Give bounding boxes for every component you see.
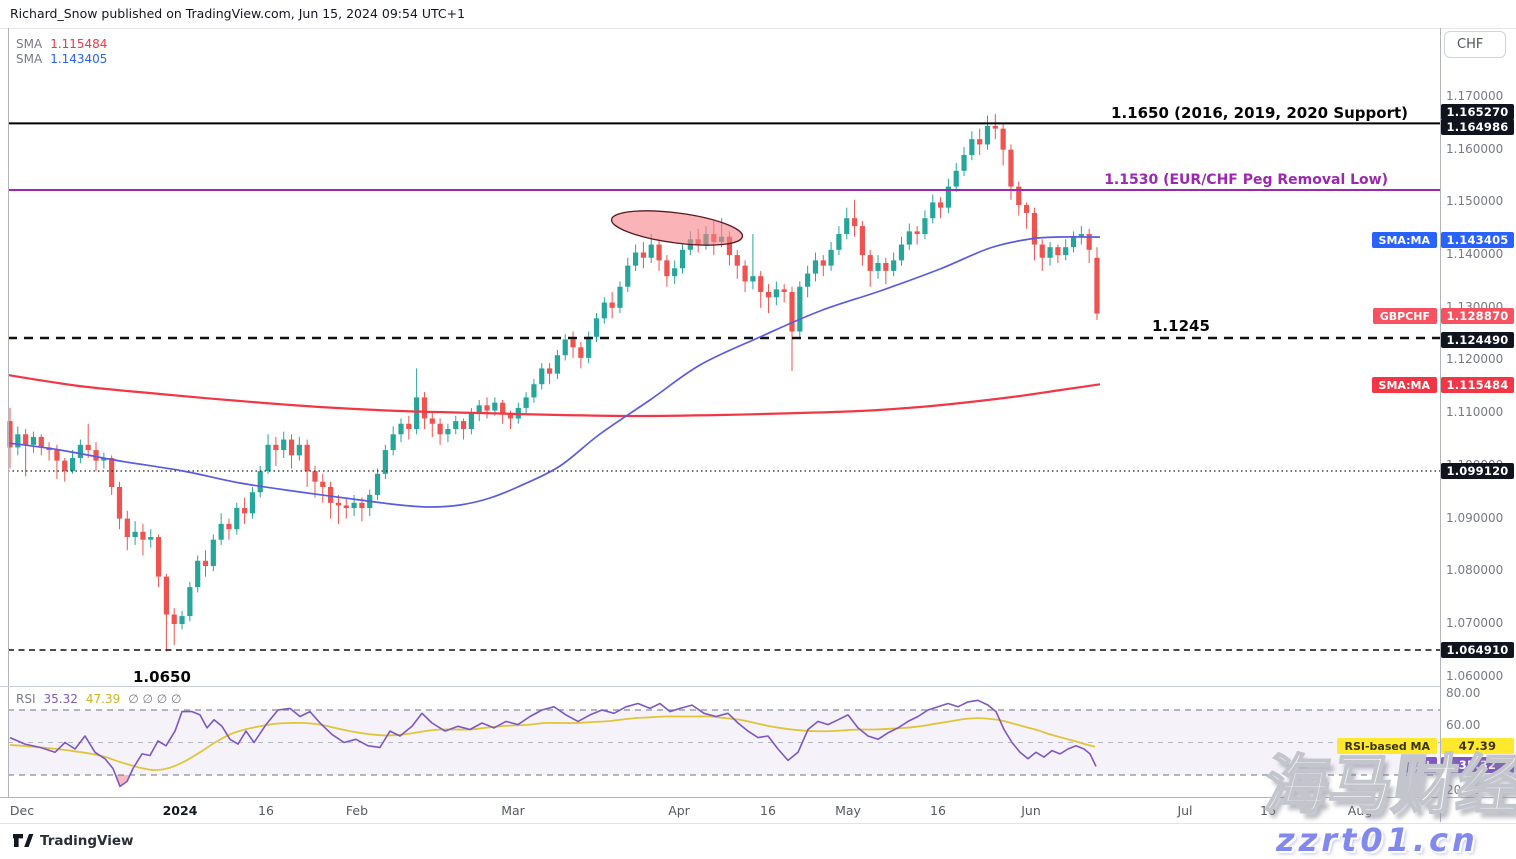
time-tick-label: Jul — [1177, 803, 1193, 818]
time-tick-label: 16 — [930, 803, 946, 818]
time-tick-label: Jun — [1021, 803, 1041, 818]
price-tick-label: 80.00 — [1446, 686, 1481, 700]
price-tick-label: 1.120000 — [1446, 352, 1504, 366]
time-tick-label: 2024 — [162, 803, 198, 818]
rsi-legend-label: RSI — [16, 692, 36, 706]
level-1245-label[interactable]: 1.1245 — [1152, 317, 1210, 335]
pane-separator[interactable] — [0, 686, 1440, 687]
time-tick-label: Feb — [345, 803, 369, 818]
time-tick-label: 16 — [1260, 803, 1276, 818]
price-tick-label: 1.160000 — [1446, 142, 1504, 156]
time-tick-label: Mar — [501, 803, 525, 818]
axis-series-label-badge: GBPCHF — [1372, 308, 1437, 324]
quote-currency-button[interactable]: CHF — [1444, 31, 1506, 58]
axis-series-label-badge: SMA:MA — [1371, 377, 1437, 393]
rsi-legend-value: 35.32 — [43, 692, 78, 706]
time-tick-label: Aug — [1347, 803, 1373, 818]
axis-price-badge: 1.064910 — [1441, 642, 1514, 658]
price-axis-border — [1440, 28, 1441, 822]
time-tick-label: May — [835, 803, 861, 818]
axis-price-badge: 1.165270 — [1441, 104, 1514, 120]
time-tick-label: Dec — [9, 803, 35, 818]
price-tick-label: 1.070000 — [1446, 616, 1504, 630]
price-tick-label: 1.080000 — [1446, 563, 1504, 577]
level-0650-label[interactable]: 1.0650 — [133, 668, 191, 686]
axis-series-label-badge: SMA:MA — [1371, 232, 1437, 248]
chart-top-border — [0, 28, 1516, 29]
axis-series-label-badge: RSI — [1402, 757, 1437, 773]
axis-price-badge: 1.124490 — [1441, 332, 1514, 348]
axis-series-label-badge: RSI-based MA — [1337, 738, 1437, 754]
tradingview-logo-icon[interactable] — [12, 833, 34, 848]
axis-price-badge: 1.115484 — [1441, 377, 1514, 393]
peg-removal-level-label[interactable]: 1.1530 (EUR/CHF Peg Removal Low) — [1104, 172, 1388, 188]
sma-legend-value: 1.143405 — [50, 52, 108, 66]
time-axis-border — [0, 797, 1516, 798]
time-tick-label: 16 — [760, 803, 776, 818]
time-tick-label: Apr — [668, 803, 690, 818]
price-tick-label: 1.150000 — [1446, 194, 1504, 208]
sma-legend-row-2[interactable]: SMA 1.143405 — [16, 52, 107, 66]
price-tick-label: 1.090000 — [1446, 511, 1504, 525]
chart-left-border — [8, 28, 9, 797]
sma-legend-label: SMA — [16, 52, 43, 66]
price-tick-label: 60.00 — [1446, 718, 1481, 732]
price-tick-label: 20.00 — [1446, 783, 1481, 797]
sma-legend-value: 1.115484 — [50, 37, 108, 51]
rsi-hidden-band-values: ∅ ∅ ∅ ∅ — [128, 692, 182, 706]
price-tick-label: 1.170000 — [1446, 89, 1504, 103]
price-tick-label: 1.110000 — [1446, 405, 1504, 419]
price-tick-label: 1.060000 — [1446, 669, 1504, 683]
price-tick-label: 1.140000 — [1446, 247, 1504, 261]
attribution-text: Richard_Snow published on TradingView.co… — [10, 6, 466, 21]
rsi-ma-legend-value: 47.39 — [85, 692, 121, 706]
axis-price-badge: 1.143405 — [1441, 232, 1514, 248]
sma-legend-row-1[interactable]: SMA 1.115484 — [16, 37, 107, 51]
axis-price-badge: 1.128870 — [1441, 308, 1514, 324]
support-level-label[interactable]: 1.1650 (2016, 2019, 2020 Support) — [1111, 104, 1408, 122]
axis-price-badge: 1.164986 — [1441, 119, 1514, 135]
bottom-toolbar: TradingView — [0, 823, 1516, 857]
axis-price-badge: 47.39 — [1441, 738, 1514, 754]
sma-legend-label: SMA — [16, 37, 43, 51]
rsi-legend-row[interactable]: RSI 35.32 47.39 ∅ ∅ ∅ ∅ — [16, 692, 181, 706]
axis-price-badge: 35.32 — [1441, 757, 1514, 773]
tradingview-brand-text[interactable]: TradingView — [40, 832, 134, 849]
axis-price-badge: 1.099120 — [1441, 463, 1514, 479]
time-tick-label: 16 — [258, 803, 274, 818]
